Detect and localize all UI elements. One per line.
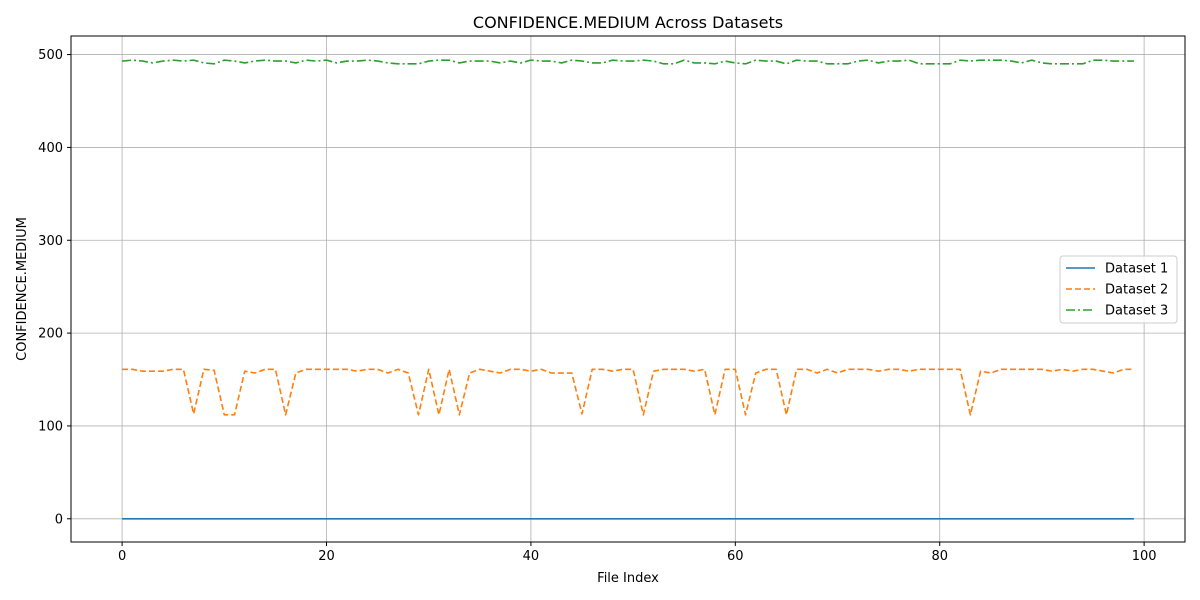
y-tick-label: 0 bbox=[55, 512, 63, 527]
series-lines bbox=[122, 59, 1134, 520]
y-tick-label: 200 bbox=[38, 327, 63, 342]
x-tick-label: 20 bbox=[318, 549, 335, 564]
x-tick-label: 60 bbox=[727, 549, 744, 564]
legend-label-1: Dataset 1 bbox=[1105, 262, 1168, 277]
legend-label-3: Dataset 3 bbox=[1105, 304, 1168, 319]
legend: Dataset 1 Dataset 2 Dataset 3 bbox=[1059, 255, 1178, 324]
axis-ticks: 0 20 40 60 80 100 0 100 200 300 400 500 bbox=[38, 48, 1156, 564]
y-tick-label: 500 bbox=[38, 48, 63, 63]
y-tick-label: 400 bbox=[38, 141, 63, 156]
x-axis-label: File Index bbox=[597, 571, 659, 586]
series-line-3 bbox=[122, 59, 1134, 65]
y-axis-label: CONFIDENCE.MEDIUM bbox=[15, 217, 30, 361]
grid-lines bbox=[71, 36, 1185, 542]
legend-box bbox=[1059, 255, 1178, 324]
x-tick-label: 80 bbox=[931, 549, 948, 564]
x-tick-label: 0 bbox=[118, 549, 126, 564]
y-tick-label: 300 bbox=[38, 234, 63, 249]
legend-label-2: Dataset 2 bbox=[1105, 283, 1168, 298]
chart-title: CONFIDENCE.MEDIUM Across Datasets bbox=[473, 13, 783, 32]
series-line-2 bbox=[122, 368, 1134, 416]
plot-area-frame bbox=[70, 35, 1186, 543]
x-tick-label: 100 bbox=[1132, 549, 1157, 564]
y-tick-label: 100 bbox=[38, 419, 63, 434]
x-tick-label: 40 bbox=[523, 549, 540, 564]
